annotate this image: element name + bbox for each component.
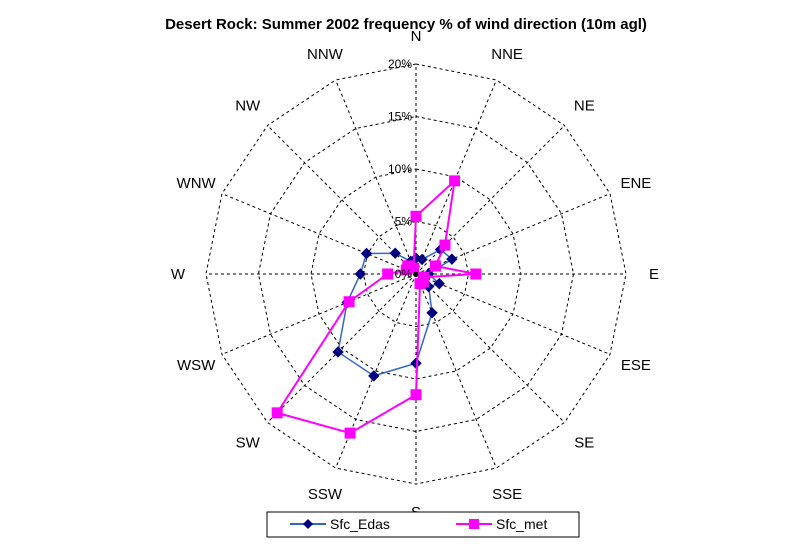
series-layer: [271, 175, 482, 439]
legend: Sfc_Edas Sfc_met: [266, 511, 580, 538]
data-point: [343, 296, 355, 308]
legend-label: Sfc_met: [496, 516, 547, 532]
data-point: [271, 407, 283, 419]
ring-label: 20%: [388, 57, 412, 71]
direction-label: SSE: [492, 486, 522, 503]
legend-label: Sfc_Edas: [330, 516, 390, 532]
data-point: [429, 260, 441, 272]
direction-label: E: [649, 266, 659, 283]
data-point: [344, 427, 356, 439]
ring-label: 15%: [388, 110, 412, 124]
ring-label: 5%: [395, 215, 413, 229]
data-point: [433, 277, 445, 290]
data-point: [426, 307, 438, 319]
direction-label: ESE: [621, 357, 651, 374]
data-point: [449, 175, 461, 187]
data-point: [360, 247, 373, 260]
grid-ring: [310, 168, 522, 380]
direction-label: SE: [574, 434, 594, 451]
legend-marker: [303, 519, 313, 529]
direction-label: WNW: [177, 175, 217, 192]
data-point: [410, 357, 422, 369]
ring-label: 0%: [395, 267, 413, 281]
data-point: [389, 247, 401, 259]
direction-label: NNW: [307, 46, 344, 63]
grid-ring: [362, 220, 470, 328]
data-point: [382, 268, 394, 280]
grid-spoke: [415, 193, 611, 275]
direction-label: SW: [236, 434, 261, 451]
direction-label: SSW: [308, 486, 343, 503]
data-point: [439, 239, 451, 251]
grid-spoke: [415, 273, 611, 355]
grid-ring: [205, 63, 627, 485]
grid-spoke: [267, 125, 417, 275]
data-point: [408, 262, 420, 274]
ring-label: 10%: [388, 162, 412, 176]
grid-spoke: [415, 273, 565, 423]
grid-spoke: [221, 273, 417, 355]
legend-marker: [469, 519, 479, 529]
direction-label: NNE: [491, 46, 523, 63]
series-line: [275, 178, 477, 435]
data-point: [354, 268, 367, 280]
data-point: [332, 346, 344, 358]
chart-title: Desert Rock: Summer 2002 frequency % of …: [165, 16, 647, 33]
grid-spoke: [335, 79, 417, 275]
direction-label: W: [171, 266, 186, 283]
direction-label: NE: [574, 98, 595, 115]
data-point: [410, 389, 422, 401]
direction-label: NW: [235, 98, 261, 115]
data-point: [416, 253, 428, 266]
data-point: [414, 278, 426, 290]
polar-grid: [205, 63, 627, 485]
data-point: [470, 268, 482, 280]
data-point: [410, 210, 422, 222]
data-point: [368, 370, 380, 382]
center-point: [414, 272, 418, 276]
label-layer: 0%5%10%15%20%NNNENEENEEESESESSESSSWSWWSW…: [171, 28, 659, 521]
grid-spoke: [415, 273, 497, 469]
data-point: [446, 253, 458, 265]
grid-ring: [257, 115, 575, 433]
direction-label: WSW: [177, 357, 216, 374]
grid-spoke: [221, 193, 417, 275]
direction-label: ENE: [620, 175, 651, 192]
grid-spoke: [415, 125, 565, 275]
direction-label: N: [411, 28, 422, 45]
grid-spoke: [267, 273, 417, 423]
